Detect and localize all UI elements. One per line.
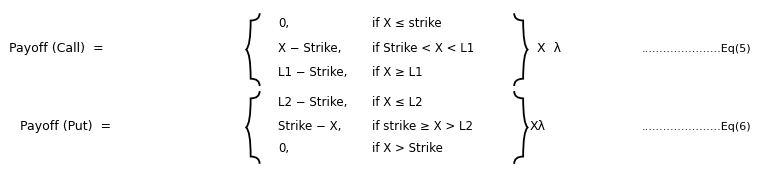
Text: ......................Eq(6): ......................Eq(6) xyxy=(642,122,751,132)
Text: if X ≤ L2: if X ≤ L2 xyxy=(372,96,423,109)
Text: ......................Eq(5): ......................Eq(5) xyxy=(642,44,751,54)
Text: 0,: 0, xyxy=(279,142,289,155)
Text: if X ≤ strike: if X ≤ strike xyxy=(372,17,441,30)
Text: X  λ: X λ xyxy=(536,42,560,55)
Text: Strike − X,: Strike − X, xyxy=(279,120,342,133)
Text: Xλ: Xλ xyxy=(529,120,545,133)
Text: if X ≥ L1: if X ≥ L1 xyxy=(372,66,423,79)
Text: Payoff (Put)  =: Payoff (Put) = xyxy=(20,120,111,133)
Text: if X > Strike: if X > Strike xyxy=(372,142,443,155)
Text: Payoff (Call)  =: Payoff (Call) = xyxy=(9,42,104,55)
Text: L1 − Strike,: L1 − Strike, xyxy=(279,66,348,79)
Text: if strike ≥ X > L2: if strike ≥ X > L2 xyxy=(372,120,473,133)
Text: if Strike < X < L1: if Strike < X < L1 xyxy=(372,42,474,55)
Text: 0,: 0, xyxy=(279,17,289,30)
Text: L2 − Strike,: L2 − Strike, xyxy=(279,96,348,109)
Text: X − Strike,: X − Strike, xyxy=(279,42,342,55)
